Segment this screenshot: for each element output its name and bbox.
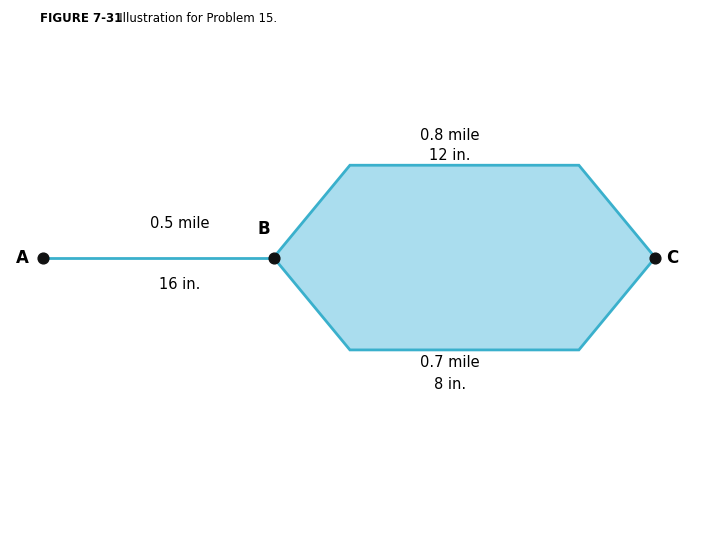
Text: All Rights Reserved.: All Rights Reserved. <box>446 519 531 528</box>
Point <box>268 253 279 262</box>
Point <box>649 253 661 262</box>
Text: 16 in.: 16 in. <box>159 277 201 292</box>
Text: Copyright © 2015 by Pearson Education, Inc.: Copyright © 2015 by Pearson Education, I… <box>446 498 636 507</box>
Text: 0.7 mile: 0.7 mile <box>420 355 480 370</box>
Text: FIGURE 7-31: FIGURE 7-31 <box>40 12 122 25</box>
Text: Basic Environmental Technology,  Sixth Edition: Basic Environmental Technology, Sixth Ed… <box>216 498 413 507</box>
Point <box>37 253 49 262</box>
Text: B: B <box>257 220 270 238</box>
Text: 12 in.: 12 in. <box>429 148 471 163</box>
Text: 0.8 mile: 0.8 mile <box>420 129 480 143</box>
Text: 0.5 mile: 0.5 mile <box>150 216 210 231</box>
Text: C: C <box>666 248 678 267</box>
Text: PEARSON: PEARSON <box>598 503 716 523</box>
Polygon shape <box>274 165 655 350</box>
Text: 8 in.: 8 in. <box>434 377 466 392</box>
Text: Illustration for Problem 15.: Illustration for Problem 15. <box>108 12 277 25</box>
Text: A: A <box>16 248 29 267</box>
Text: Jerry A. Nathanson | Richard A. Schneider: Jerry A. Nathanson | Richard A. Schneide… <box>216 519 391 528</box>
Text: ALWAYS LEARNING: ALWAYS LEARNING <box>4 505 165 521</box>
